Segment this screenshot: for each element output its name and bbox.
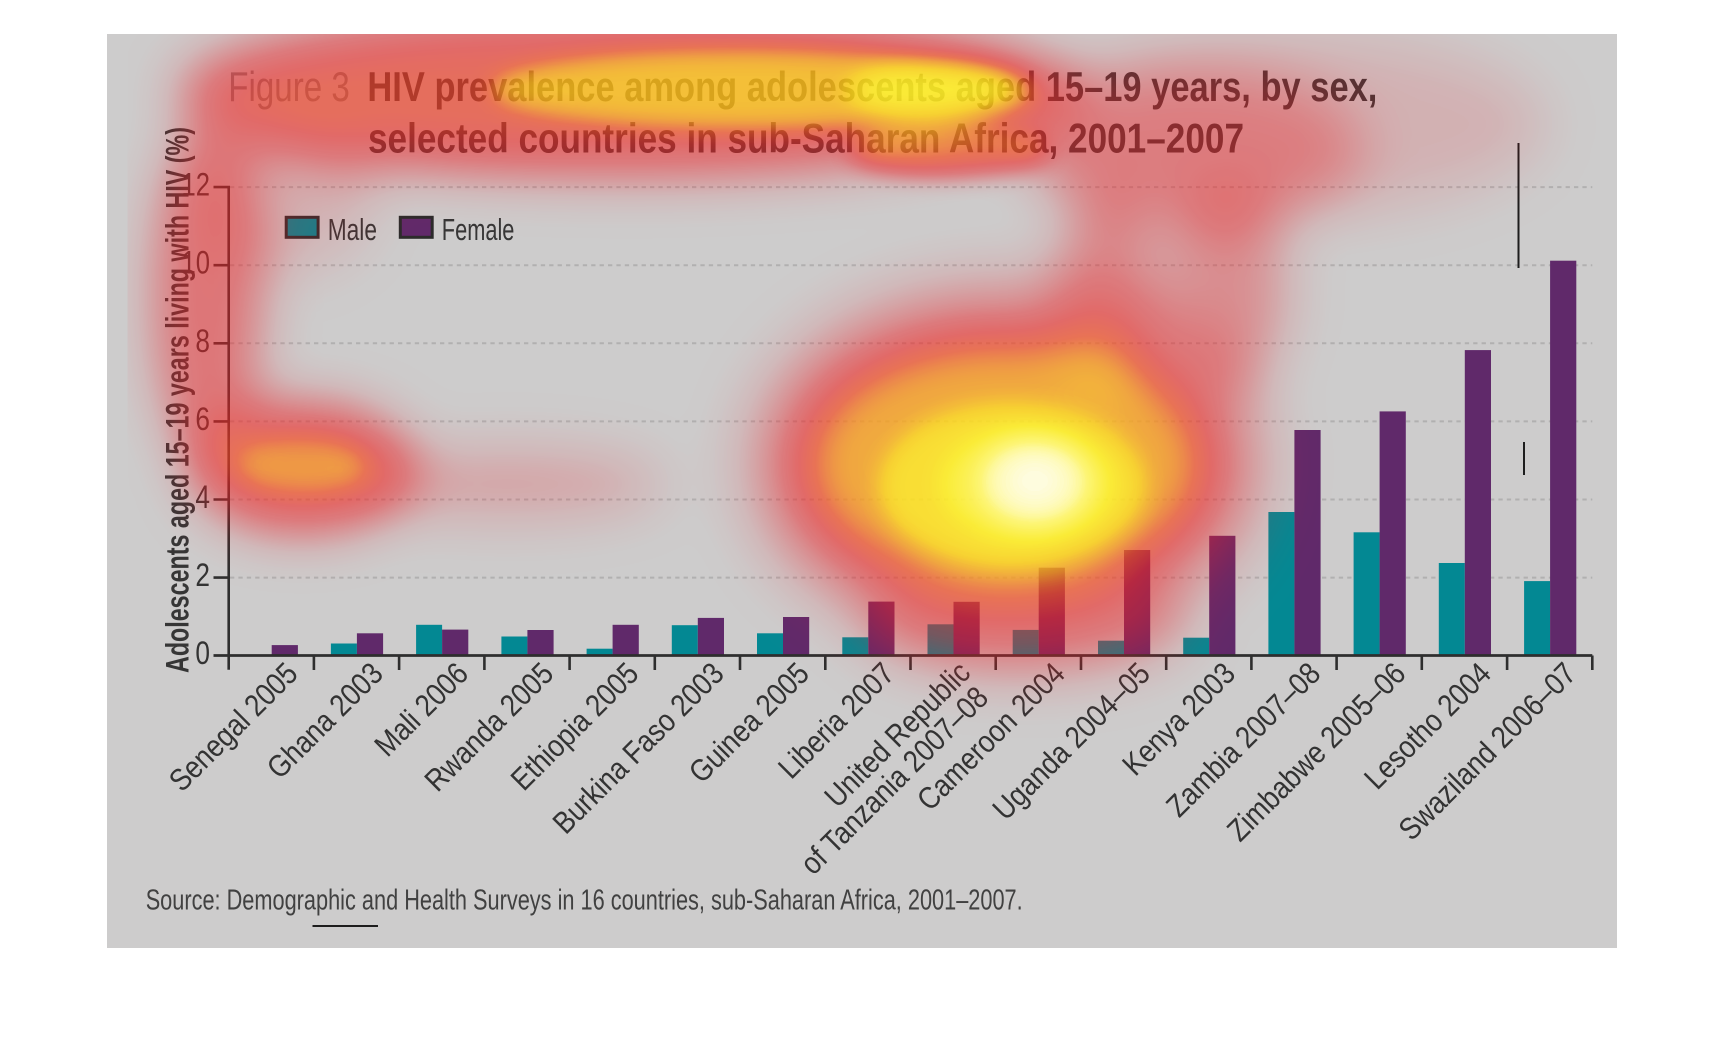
svg-text:Male: Male [328, 212, 377, 247]
svg-text:HIV prevalence among adolescen: HIV prevalence among adolescents aged 15… [367, 63, 1377, 110]
svg-text:12: 12 [182, 167, 211, 203]
svg-text:10: 10 [182, 245, 211, 281]
svg-text:Zambia 2007–08: Zambia 2007–08 [1159, 656, 1327, 824]
svg-text:2: 2 [195, 557, 210, 593]
svg-text:Female: Female [442, 212, 515, 247]
svg-text:6: 6 [195, 401, 210, 437]
svg-text:8: 8 [195, 323, 210, 359]
svg-text:selected countries in sub-Saha: selected countries in sub-Saharan Africa… [368, 114, 1244, 161]
svg-text:0: 0 [195, 635, 210, 671]
svg-text:4: 4 [195, 479, 210, 515]
svg-text:Figure 3: Figure 3 [228, 63, 349, 110]
svg-text:Source: Demographic and Health: Source: Demographic and Health Surveys i… [146, 885, 1023, 917]
svg-text:Adolescents aged 15–19 years l: Adolescents aged 15–19 years living with… [160, 127, 196, 673]
